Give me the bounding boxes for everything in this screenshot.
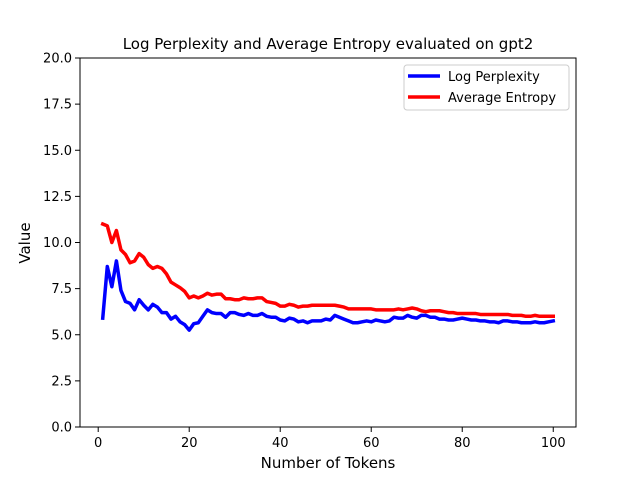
y-tick-label-12-5: 12.5 — [43, 190, 72, 205]
legend-label-average-entropy: Average Entropy — [448, 91, 556, 106]
y-tick-label-17-5: 17.5 — [43, 98, 72, 113]
y-tick-label-7-5: 7.5 — [51, 282, 72, 297]
plot-background — [80, 58, 576, 427]
y-axis: 0.0 2.5 5.0 7.5 10.0 12.5 15.0 17.5 20.0 — [43, 52, 80, 436]
y-axis-label: Value — [16, 222, 34, 263]
x-axis: 0 20 40 60 80 100 — [94, 427, 566, 451]
x-tick-label-0: 0 — [94, 436, 102, 451]
legend: Log Perplexity Average Entropy — [403, 64, 570, 111]
legend-box — [403, 64, 570, 111]
y-tick-label-10-0: 10.0 — [43, 236, 72, 251]
x-tick-label-40: 40 — [272, 436, 289, 451]
x-tick-label-60: 60 — [363, 436, 380, 451]
x-tick-label-80: 80 — [454, 436, 471, 451]
x-axis-label: Number of Tokens — [261, 454, 396, 472]
series-layer — [100, 221, 556, 332]
y-tick-label-20-0: 20.0 — [43, 52, 72, 67]
y-tick-label-0-0: 0.0 — [51, 421, 72, 436]
plot-frame — [79, 57, 577, 428]
series-line-average-entropy — [100, 221, 555, 319]
y-tick-label-2-5: 2.5 — [51, 374, 72, 389]
series-line-log-perplexity — [100, 259, 556, 332]
legend-label-log-perplexity: Log Perplexity — [448, 70, 540, 85]
y-tick-label-5-0: 5.0 — [51, 328, 72, 343]
x-tick-label-20: 20 — [181, 436, 198, 451]
x-tick-label-100: 100 — [541, 436, 566, 451]
y-tick-label-15-0: 15.0 — [43, 144, 72, 159]
chart-title: Log Perplexity and Average Entropy evalu… — [123, 35, 534, 53]
plot-area — [80, 58, 576, 427]
